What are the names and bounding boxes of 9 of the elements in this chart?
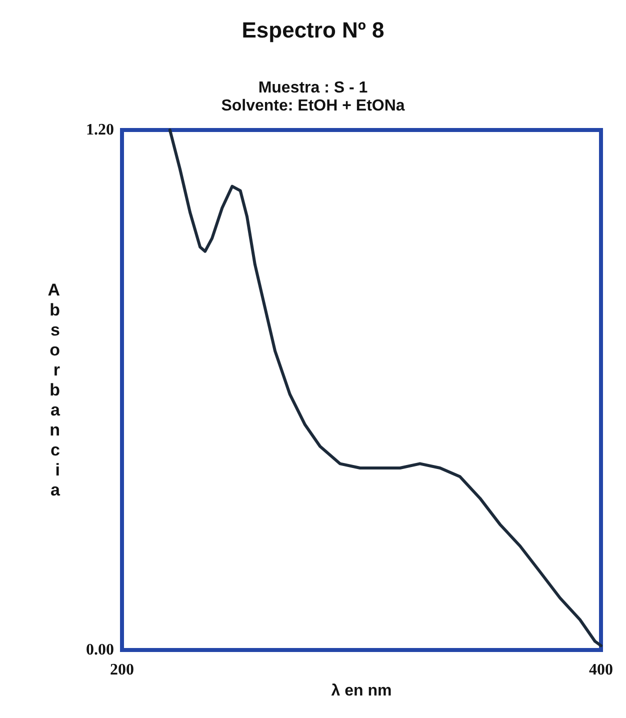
line-series [168, 128, 602, 648]
chart-subtitle: Muestra : S - 1 Solvente: EtOH + EtONa [221, 80, 405, 114]
chart-title: Espectro Nº 8 [242, 18, 384, 42]
text: Absorbancia [48, 280, 60, 500]
x-tick-label: 400 [589, 662, 613, 678]
y-tick-label: 0.00 [86, 642, 114, 658]
x-axis-title: λ en nm [331, 682, 392, 700]
y-tick-label: 1.20 [86, 122, 114, 138]
x-tick-label: 200 [110, 662, 134, 678]
